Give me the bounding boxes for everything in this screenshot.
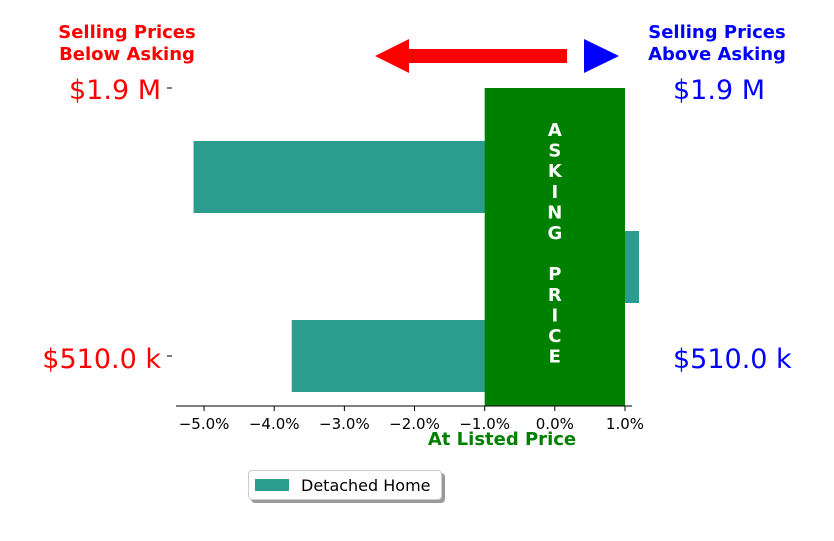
- legend: Detached Home: [248, 470, 442, 500]
- asking-letter-8: R: [548, 285, 562, 306]
- right-arrow-icon: [584, 39, 619, 73]
- right-price-top: $1.9 M: [673, 75, 765, 106]
- x-tick-label-6: 1.0%: [606, 415, 644, 433]
- asking-letter-3: I: [551, 182, 558, 203]
- left-price-bottom: $510.0 k: [42, 344, 161, 375]
- x-tick-label-1: −4.0%: [249, 415, 300, 433]
- x-tick-label-2: −3.0%: [319, 415, 370, 433]
- below-asking-title-line2: Below Asking: [59, 44, 195, 65]
- above-asking-title-line2: Above Asking: [648, 44, 786, 65]
- asking-letter-4: N: [547, 202, 562, 223]
- x-tick-label-3: −2.0%: [389, 415, 440, 433]
- legend-label: Detached Home: [301, 475, 431, 495]
- above-asking-title-line1: Selling Prices: [648, 22, 785, 43]
- x-axis-ticks: −5.0% −4.0% −3.0% −2.0% −1.0% 0.0% 1.0%: [179, 406, 644, 433]
- legend-swatch: [255, 479, 289, 491]
- asking-letter-10: C: [548, 326, 561, 347]
- below-asking-title-line1: Selling Prices: [58, 22, 195, 43]
- x-tick-label-5: 0.0%: [536, 415, 574, 433]
- x-tick-label-0: −5.0%: [179, 415, 230, 433]
- asking-letter-0: A: [548, 120, 562, 141]
- asking-letter-5: G: [547, 223, 562, 244]
- asking-letter-11: E: [549, 347, 561, 368]
- x-axis-label: At Listed Price: [428, 429, 576, 450]
- x-tick-label-4: −1.0%: [459, 415, 510, 433]
- asking-letter-9: I: [551, 305, 558, 326]
- asking-letter-7: P: [548, 264, 561, 285]
- asking-letter-1: S: [548, 141, 561, 162]
- left-price-top: $1.9 M: [69, 75, 161, 106]
- right-price-bottom: $510.0 k: [673, 344, 792, 375]
- left-arrow-icon: [375, 39, 567, 73]
- asking-price-band: [484, 88, 625, 406]
- asking-letter-2: K: [548, 161, 563, 182]
